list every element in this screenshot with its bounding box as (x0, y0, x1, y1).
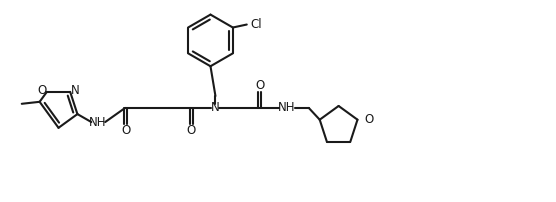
Text: O: O (255, 79, 264, 92)
Text: NH: NH (278, 101, 296, 115)
Text: N: N (71, 84, 80, 97)
Text: O: O (37, 84, 47, 97)
Text: NH: NH (88, 116, 106, 128)
Text: Cl: Cl (250, 18, 261, 31)
Text: N: N (211, 101, 220, 115)
Text: O: O (186, 124, 196, 137)
Text: O: O (121, 124, 130, 137)
Text: O: O (364, 113, 374, 126)
